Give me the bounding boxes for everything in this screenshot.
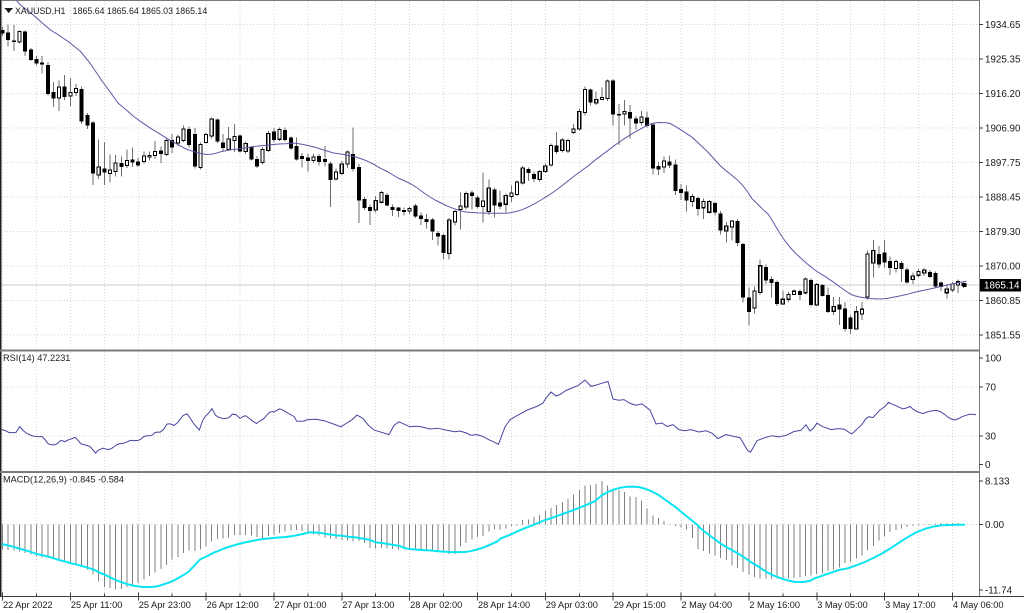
svg-text:70: 70 xyxy=(985,383,996,394)
svg-text:1897.75: 1897.75 xyxy=(985,158,1021,169)
svg-text:27 Apr 01:00: 27 Apr 01:00 xyxy=(274,600,326,610)
svg-text:25 Apr 23:00: 25 Apr 23:00 xyxy=(139,600,191,610)
svg-text:28 Apr 02:00: 28 Apr 02:00 xyxy=(410,600,462,610)
svg-text:XAUUSD,H1 1865.64 1865.64 18: XAUUSD,H1 1865.64 1865.64 1865.03 1865.1… xyxy=(15,6,207,16)
svg-text:8.133: 8.133 xyxy=(985,477,1010,488)
svg-text:26 Apr 12:00: 26 Apr 12:00 xyxy=(207,600,259,610)
svg-text:1916.20: 1916.20 xyxy=(985,89,1021,100)
svg-text:100: 100 xyxy=(985,354,1002,365)
svg-text:3 May 05:00: 3 May 05:00 xyxy=(817,600,868,610)
svg-text:28 Apr 14:00: 28 Apr 14:00 xyxy=(478,600,530,610)
svg-text:22 Apr 2022: 22 Apr 2022 xyxy=(3,600,53,610)
svg-text:MACD(12,26,9) -0.845 -0.584: MACD(12,26,9) -0.845 -0.584 xyxy=(3,475,124,485)
svg-text:1870.00: 1870.00 xyxy=(985,262,1021,273)
svg-text:3 May 17:00: 3 May 17:00 xyxy=(885,600,936,610)
svg-text:-11.74: -11.74 xyxy=(985,586,1013,597)
svg-text:1865.14: 1865.14 xyxy=(984,281,1020,292)
svg-text:1934.65: 1934.65 xyxy=(985,20,1021,31)
svg-text:1860.85: 1860.85 xyxy=(985,296,1021,307)
svg-text:1906.90: 1906.90 xyxy=(985,124,1021,135)
svg-text:RSI(14) 47.2231: RSI(14) 47.2231 xyxy=(3,353,70,363)
svg-text:25 Apr 11:00: 25 Apr 11:00 xyxy=(71,600,122,610)
svg-text:1851.55: 1851.55 xyxy=(985,331,1021,342)
svg-text:30: 30 xyxy=(985,432,996,443)
svg-text:1888.45: 1888.45 xyxy=(985,193,1021,204)
svg-text:2 May 16:00: 2 May 16:00 xyxy=(749,600,800,610)
svg-text:29 Apr 03:00: 29 Apr 03:00 xyxy=(546,600,598,610)
svg-text:2 May 04:00: 2 May 04:00 xyxy=(682,600,733,610)
svg-text:0: 0 xyxy=(985,460,991,471)
svg-text:29 Apr 15:00: 29 Apr 15:00 xyxy=(614,600,666,610)
svg-text:4 May 06:00: 4 May 06:00 xyxy=(953,600,1004,610)
svg-text:1879.30: 1879.30 xyxy=(985,227,1021,238)
svg-text:27 Apr 13:00: 27 Apr 13:00 xyxy=(342,600,394,610)
svg-text:1925.35: 1925.35 xyxy=(985,55,1021,66)
svg-text:0.00: 0.00 xyxy=(985,520,1005,531)
